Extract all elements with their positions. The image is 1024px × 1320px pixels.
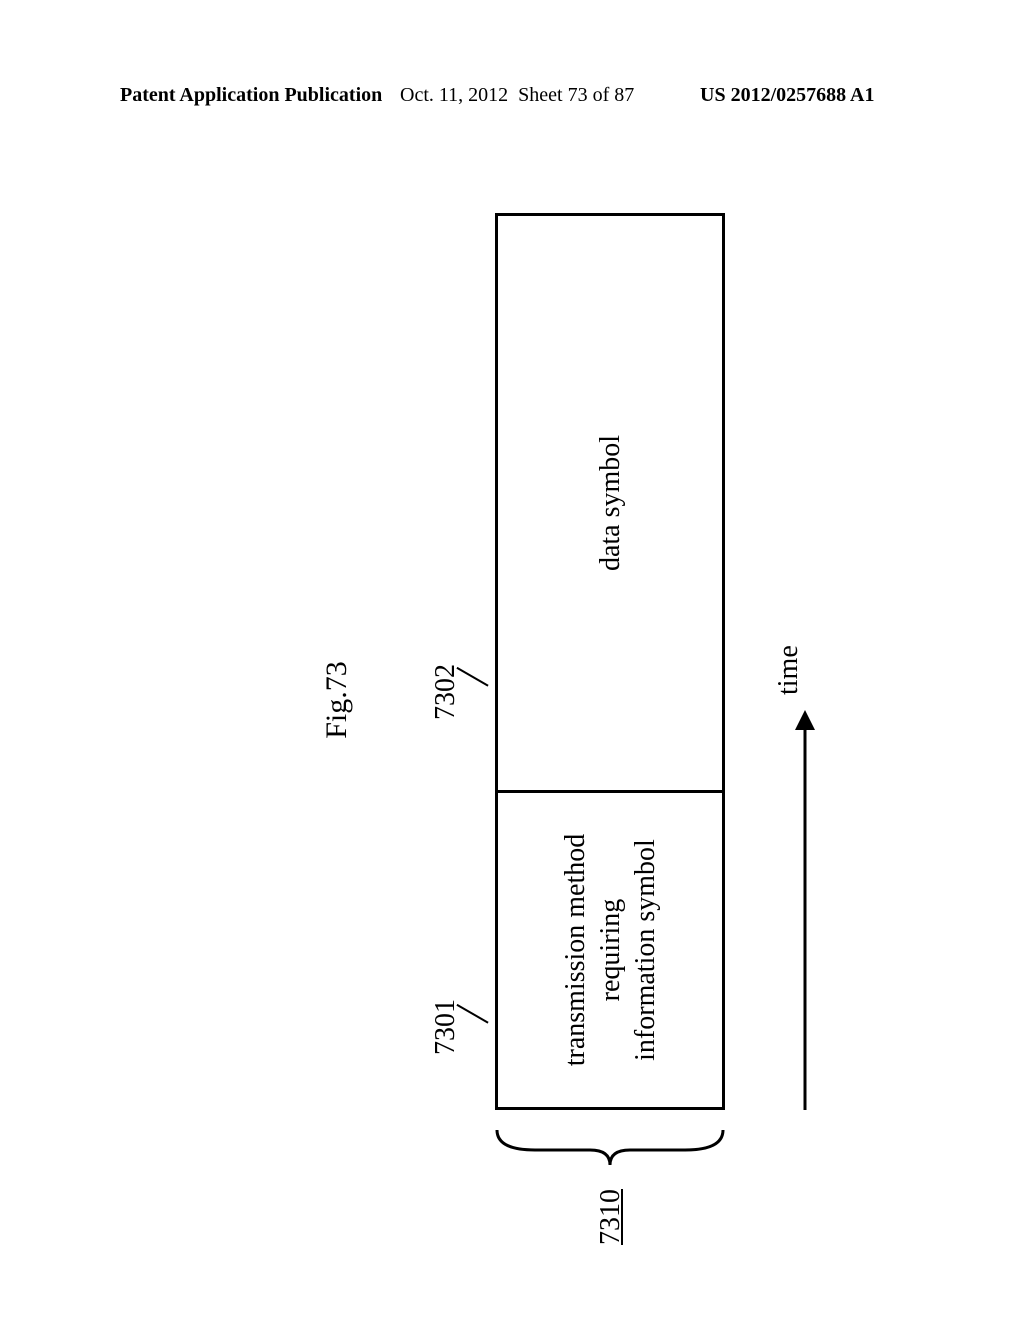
time-axis-arrow	[785, 710, 825, 1110]
time-axis-label: time	[773, 645, 805, 695]
figure-73: Fig.73 7301 7302 7310 transmission metho…	[315, 175, 955, 1225]
page: Patent Application Publication Oct. 11, …	[0, 0, 1024, 1320]
ref-label-7310: 7310	[595, 1189, 627, 1245]
arrow-right-icon	[785, 710, 825, 1110]
header-sheet: Sheet 73 of 87	[518, 84, 634, 106]
header-date-sheet: Oct. 11, 2012 Sheet 73 of 87	[400, 84, 634, 107]
header-date: Oct. 11, 2012	[400, 84, 508, 106]
header-pubno: US 2012/0257688 A1	[700, 84, 874, 107]
box-data-symbol: data symbol	[495, 213, 725, 793]
brace-7310	[495, 1120, 725, 1170]
brace-icon	[495, 1120, 725, 1170]
ref-label-7301: 7301	[430, 999, 462, 1055]
header-publication: Patent Application Publication	[120, 84, 382, 107]
box-transmission-method-info-symbol: transmission methodrequiringinformation …	[495, 790, 725, 1110]
symbol-boxes: transmission methodrequiringinformation …	[495, 205, 725, 1110]
figure-wrapper: Fig.73 7301 7302 7310 transmission metho…	[315, 175, 955, 1225]
ref-label-7302: 7302	[430, 664, 462, 720]
figure-title: Fig.73	[320, 175, 354, 1225]
